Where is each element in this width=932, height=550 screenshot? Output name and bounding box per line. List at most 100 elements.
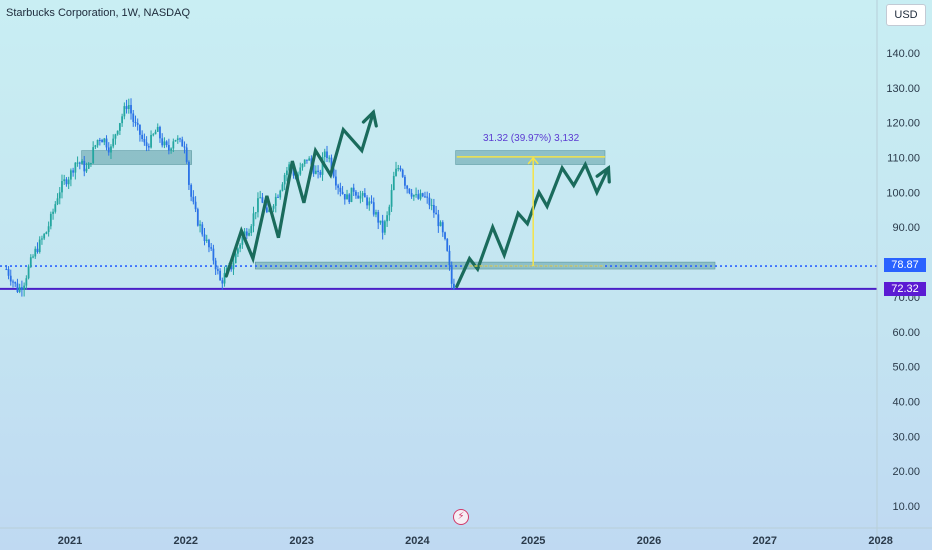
price-body: [368, 201, 371, 206]
price-body: [85, 168, 88, 172]
price-body: [32, 256, 34, 258]
price-body: [165, 141, 168, 145]
price-body: [303, 159, 306, 164]
price-body: [323, 151, 326, 158]
price-body: [268, 209, 270, 213]
y-tick-label: 140.00: [886, 48, 920, 60]
price-body: [453, 283, 455, 289]
price-body: [188, 161, 190, 185]
price-body: [339, 187, 342, 192]
y-tick-label: 60.00: [892, 327, 920, 339]
price-body: [92, 147, 95, 163]
price-body: [9, 275, 12, 282]
price-body: [136, 122, 139, 125]
projection-arrowhead-1: [595, 164, 611, 184]
price-label-solid: 72.32: [884, 282, 926, 296]
price-body: [23, 285, 26, 290]
x-tick-label: 2025: [521, 535, 545, 547]
price-body: [334, 176, 337, 186]
price-body: [183, 146, 186, 148]
price-body: [103, 138, 106, 143]
price-body: [16, 283, 19, 292]
price-body: [56, 198, 59, 205]
price-body: [395, 168, 397, 176]
price-body: [223, 273, 226, 284]
price-body: [441, 222, 444, 233]
measure-arrowhead: [527, 156, 539, 165]
price-body: [372, 202, 375, 215]
price-body: [34, 248, 37, 257]
price-body: [96, 139, 99, 146]
price-body: [343, 194, 346, 200]
price-body: [301, 163, 304, 168]
price-body: [419, 193, 422, 199]
price-body: [308, 158, 311, 161]
price-body: [286, 170, 288, 176]
price-body: [210, 247, 213, 249]
price-body: [444, 232, 446, 239]
price-body: [36, 248, 39, 252]
price-body: [63, 179, 66, 182]
price-body: [90, 162, 92, 164]
y-tick-label: 20.00: [892, 466, 920, 478]
price-body: [176, 138, 179, 141]
price-body: [279, 190, 282, 198]
price-series-layer: [5, 98, 455, 297]
price-body: [404, 176, 406, 186]
price-body: [281, 184, 284, 191]
price-body: [448, 250, 451, 266]
price-body: [237, 248, 239, 254]
price-body: [446, 238, 449, 251]
price-body: [130, 105, 132, 114]
price-body: [123, 106, 126, 117]
price-body: [49, 213, 52, 227]
price-body: [230, 265, 233, 270]
price-body: [248, 232, 250, 236]
price-body: [381, 220, 384, 233]
price-body: [78, 162, 81, 164]
price-body: [292, 168, 295, 176]
chart-title: Starbucks Corporation, 1W, NASDAQ: [6, 7, 191, 19]
lightning-icon[interactable]: ⚡: [453, 509, 469, 525]
x-tick-label: 2024: [405, 535, 430, 547]
price-body: [139, 124, 141, 135]
price-body: [366, 197, 368, 206]
price-body: [355, 191, 357, 196]
price-body: [72, 170, 75, 173]
price-body: [314, 170, 317, 174]
price-body: [406, 185, 409, 189]
price-body: [392, 175, 395, 191]
price-body: [241, 236, 244, 245]
price-body: [18, 287, 21, 292]
price-body: [312, 164, 315, 174]
currency-button[interactable]: USD: [886, 4, 926, 26]
price-body: [107, 147, 110, 153]
price-body: [38, 239, 41, 252]
price-body: [432, 205, 435, 213]
price-body: [375, 212, 377, 215]
price-body: [212, 248, 215, 261]
price-body: [43, 233, 46, 239]
price-body: [167, 144, 170, 151]
price-body: [417, 194, 420, 199]
price-body: [58, 192, 61, 199]
price-body: [12, 281, 14, 283]
price-body: [134, 121, 137, 123]
price-body: [250, 226, 253, 233]
level-lines-layer: [0, 265, 877, 290]
price-body: [65, 179, 68, 185]
price-body: [14, 282, 17, 284]
price-body: [245, 231, 248, 236]
price-body: [424, 196, 426, 198]
projection-path-0: [224, 110, 375, 278]
price-body: [192, 196, 195, 202]
price-body: [20, 287, 23, 290]
price-body: [125, 106, 128, 109]
price-body: [350, 187, 353, 202]
price-body: [357, 195, 360, 199]
price-body: [199, 224, 201, 226]
price-body: [45, 232, 48, 234]
price-body: [181, 139, 184, 147]
y-tick-label: 10.00: [892, 501, 920, 513]
